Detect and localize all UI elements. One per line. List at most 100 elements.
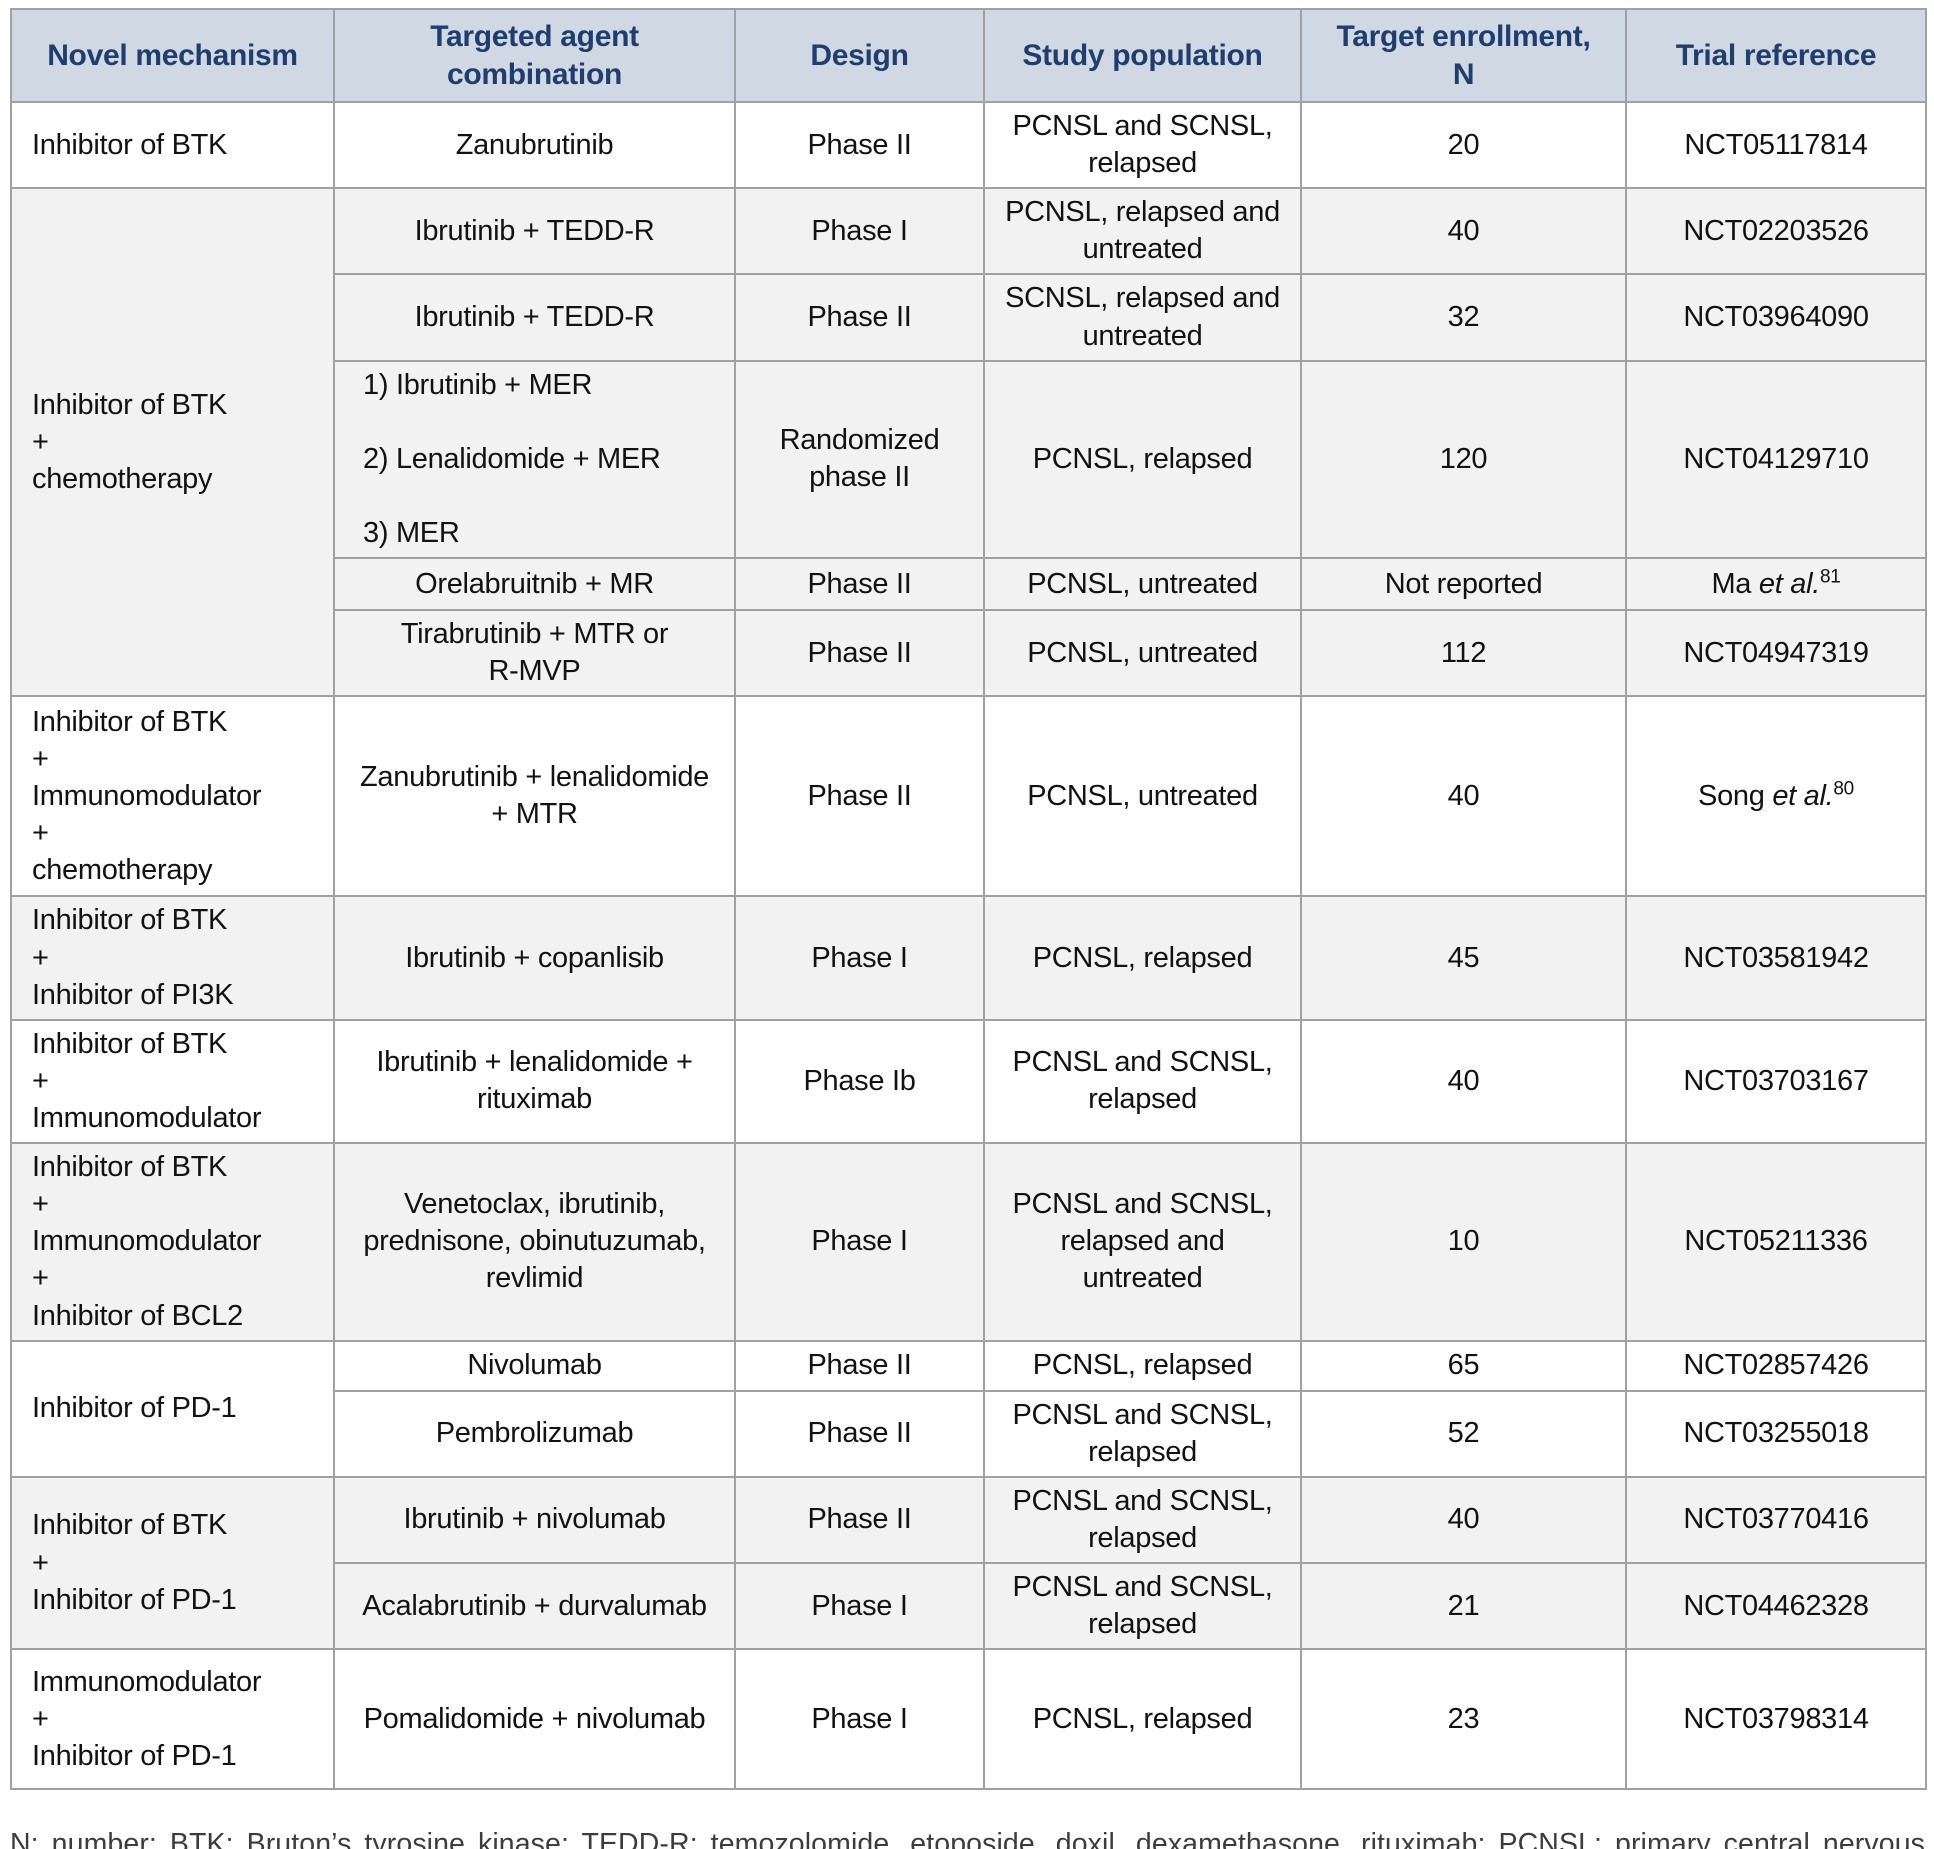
cell-population: PCNSL, relapsed	[983, 1339, 1302, 1392]
cell-agent: Pomalidomide + nivolumab	[333, 1648, 736, 1791]
cell-design: Phase II	[734, 1339, 985, 1392]
cell-population: PCNSL, relapsed	[983, 359, 1302, 560]
table-row: Inhibitor of BTK + Immunomodulator + che…	[10, 695, 1927, 898]
reference-etal: et al.	[1758, 567, 1820, 600]
table-footnote: N: number; BTK: Bruton’s tyrosine kinase…	[10, 1828, 1925, 1849]
cell-mechanism: Immunomodulator + Inhibitor of PD-1	[10, 1648, 335, 1791]
table-row: Inhibitor of BTK + Inhibitor of PD-1 Ibr…	[10, 1475, 1927, 1651]
header-trial-reference: Trial reference	[1625, 8, 1927, 103]
header-row: Novel mechanism Targeted agent combinati…	[10, 8, 1927, 103]
cell-enrollment: 20	[1300, 100, 1627, 190]
cell-population: PCNSL and SCNSL, relapsed	[983, 1389, 1302, 1478]
table-row: Tirabrutinib + MTR or R-MVP Phase II PCN…	[11, 609, 1927, 698]
cell-design: Phase II	[734, 609, 985, 698]
cell-design: Phase II	[734, 1389, 985, 1478]
cell-agent: Ibrutinib + TEDD-R	[333, 273, 736, 362]
cell-population: PCNSL and SCNSL, relapsed	[983, 1475, 1302, 1565]
cell-design: Phase I	[734, 187, 985, 276]
reference-author: Song	[1698, 779, 1773, 812]
cell-agent: 1) Ibrutinib + MER 2) Lenalidomide + MER…	[333, 359, 736, 560]
header-study-population: Study population	[983, 8, 1302, 103]
cell-reference: NCT03581942	[1625, 895, 1927, 1021]
reference-citation-number: 81	[1819, 565, 1841, 587]
reference-etal: et al.	[1772, 779, 1834, 812]
cell-agent: Pembrolizumab	[333, 1389, 736, 1478]
cell-design: Phase II	[734, 1475, 985, 1565]
cell-design: Phase I	[734, 1142, 985, 1342]
cell-reference: NCT05211336	[1625, 1142, 1927, 1342]
cell-enrollment: 52	[1300, 1389, 1627, 1478]
cell-enrollment: Not reported	[1300, 557, 1627, 612]
cell-agent: Zanubrutinib	[333, 100, 736, 190]
cell-agent: Zanubrutinib + lenalidomide + MTR	[333, 695, 736, 898]
cell-design: Phase I	[734, 1562, 985, 1651]
cell-reference: NCT03770416	[1625, 1475, 1927, 1565]
cell-population: PCNSL, untreated	[983, 609, 1302, 698]
cell-design: Phase II	[734, 100, 985, 190]
table-row: 1) Ibrutinib + MER 2) Lenalidomide + MER…	[11, 359, 1927, 560]
cell-population: PCNSL, untreated	[983, 557, 1302, 612]
cell-reference: Ma et al.81	[1625, 557, 1927, 612]
cell-enrollment: 112	[1300, 609, 1627, 698]
table-row: Inhibitor of BTK Zanubrutinib Phase II P…	[10, 100, 1927, 190]
cell-reference: NCT03964090	[1625, 273, 1927, 362]
cell-mechanism: Inhibitor of BTK + Immunomodulator + che…	[10, 695, 335, 898]
cell-enrollment: 32	[1300, 273, 1627, 362]
cell-population: PCNSL and SCNSL, relapsed and untreated	[983, 1142, 1302, 1342]
cell-mechanism: Inhibitor of BTK + Immunomodulator	[10, 1018, 335, 1145]
cell-mechanism: Inhibitor of BTK + Immunomodulator + Inh…	[10, 1142, 335, 1342]
header-target-enrollment: Target enrollment, N	[1300, 8, 1627, 103]
cell-mechanism: Inhibitor of BTK + chemotherapy	[10, 187, 335, 698]
cell-design: Phase II	[734, 557, 985, 612]
table-row: Acalabrutinib + durvalumab Phase I PCNSL…	[11, 1562, 1927, 1651]
table-row: Ibrutinib + TEDD-R Phase II SCNSL, relap…	[11, 273, 1927, 362]
header-design: Design	[734, 8, 985, 103]
cell-design: Phase I	[734, 895, 985, 1021]
cell-agent: Tirabrutinib + MTR or R-MVP	[333, 609, 736, 698]
cell-population: PCNSL and SCNSL, relapsed	[983, 100, 1302, 190]
cell-population: PCNSL and SCNSL, relapsed	[983, 1018, 1302, 1145]
cell-design: Phase II	[734, 273, 985, 362]
table-row: Pembrolizumab Phase II PCNSL and SCNSL, …	[11, 1389, 1927, 1478]
cell-reference: NCT03703167	[1625, 1018, 1927, 1145]
cell-reference: NCT04462328	[1625, 1562, 1927, 1651]
cell-enrollment: 40	[1300, 1475, 1627, 1565]
table-row: Inhibitor of BTK + Immunomodulator + Inh…	[10, 1142, 1927, 1342]
header-novel-mechanism: Novel mechanism	[10, 8, 335, 103]
cell-population: PCNSL, relapsed	[983, 1648, 1302, 1791]
cell-reference: NCT02203526	[1625, 187, 1927, 276]
cell-design: Randomized phase II	[734, 359, 985, 560]
cell-agent: Ibrutinib + lenalidomide + rituximab	[333, 1018, 736, 1145]
cell-population: PCNSL and SCNSL, relapsed	[983, 1562, 1302, 1651]
cell-agent: Orelabruitnib + MR	[333, 557, 736, 612]
cell-enrollment: 40	[1300, 1018, 1627, 1145]
table-row: Immunomodulator + Inhibitor of PD-1 Poma…	[10, 1648, 1927, 1791]
cell-agent: Acalabrutinib + durvalumab	[333, 1562, 736, 1651]
reference-citation-number: 80	[1833, 778, 1854, 800]
cell-enrollment: 23	[1300, 1648, 1627, 1791]
cell-mechanism: Inhibitor of BTK	[10, 100, 335, 190]
cell-reference: NCT04129710	[1625, 359, 1927, 560]
table-row: Inhibitor of PD-1 Nivolumab Phase II PCN…	[10, 1339, 1927, 1478]
clinical-trials-table: Novel mechanism Targeted agent combinati…	[10, 8, 1927, 1791]
cell-population: SCNSL, relapsed and untreated	[983, 273, 1302, 362]
cell-enrollment: 21	[1300, 1562, 1627, 1651]
cell-agent: Nivolumab	[333, 1339, 736, 1392]
cell-mechanism: Inhibitor of BTK + Inhibitor of PD-1	[10, 1475, 335, 1651]
cell-mechanism: Inhibitor of BTK + Inhibitor of PI3K	[10, 895, 335, 1021]
cell-enrollment: 120	[1300, 359, 1627, 560]
reference-author: Ma	[1711, 567, 1759, 600]
table-row: Inhibitor of BTK + Immunomodulator Ibrut…	[10, 1018, 1927, 1145]
cell-reference: NCT03798314	[1625, 1648, 1927, 1791]
header-targeted-agent-combination: Targeted agent combination	[333, 8, 736, 103]
cell-enrollment: 45	[1300, 895, 1627, 1021]
cell-agent: Venetoclax, ibrutinib, prednisone, obinu…	[333, 1142, 736, 1342]
cell-agent: Ibrutinib + TEDD-R	[333, 187, 736, 276]
cell-reference: Song et al.80	[1625, 695, 1927, 898]
table-row: Orelabruitnib + MR Phase II PCNSL, untre…	[11, 557, 1927, 612]
cell-population: PCNSL, relapsed and untreated	[983, 187, 1302, 276]
table-row: Inhibitor of BTK + chemotherapy Ibrutini…	[10, 187, 1927, 698]
cell-population: PCNSL, relapsed	[983, 895, 1302, 1021]
cell-design: Phase II	[734, 695, 985, 898]
